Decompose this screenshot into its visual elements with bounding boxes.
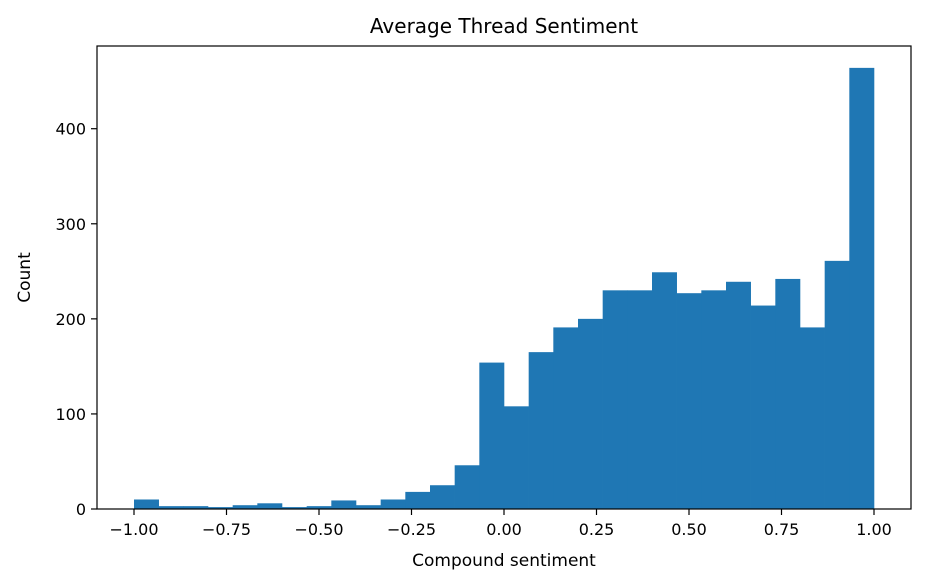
histogram-bar	[183, 506, 209, 509]
x-axis-ticks: −1.00 −0.75 −0.50 −0.25 0.00 0.25 0.50 0.75 1.00	[109, 509, 892, 539]
plot-frame	[96, 45, 912, 510]
x-tick-label: −0.75	[202, 520, 251, 539]
histogram-bar	[627, 290, 653, 509]
histogram-bar	[578, 318, 603, 509]
histogram-bar	[454, 465, 480, 509]
histogram-bar	[356, 505, 381, 509]
histogram-bar	[553, 327, 579, 509]
histogram-bar	[257, 503, 283, 509]
histogram-bar	[134, 499, 159, 509]
x-tick-label: 0.00	[486, 520, 522, 539]
y-tick-label: 0	[76, 500, 86, 519]
x-tick-label: 0.25	[579, 520, 615, 539]
x-tick-label: −0.50	[294, 520, 343, 539]
histogram-bar	[282, 507, 307, 509]
histogram-bar	[824, 260, 850, 509]
histogram-bar	[430, 485, 455, 509]
histogram-bar	[602, 290, 628, 509]
histogram-bar	[306, 506, 332, 509]
y-tick-label: 400	[55, 120, 86, 139]
histogram-bar	[232, 505, 258, 509]
bars-group	[134, 67, 875, 510]
y-tick-label: 200	[55, 310, 86, 329]
y-tick-label: 300	[55, 215, 86, 234]
histogram-bar	[528, 352, 554, 509]
chart-title: Average Thread Sentiment	[370, 14, 638, 38]
y-axis-ticks: 0 100 200 300 400	[55, 120, 97, 519]
x-tick-label: 1.00	[856, 520, 892, 539]
histogram-bar	[750, 305, 776, 509]
x-tick-label: 0.75	[764, 520, 800, 539]
histogram-bar	[726, 281, 751, 509]
histogram-bar	[331, 500, 357, 509]
histogram-bar	[208, 507, 233, 509]
y-tick-label: 100	[55, 405, 86, 424]
histogram-bar	[652, 272, 677, 509]
histogram-bar	[775, 278, 801, 509]
x-tick-label: −1.00	[109, 520, 158, 539]
x-tick-label: 0.50	[671, 520, 707, 539]
histogram-bar	[504, 406, 529, 509]
histogram-bar	[849, 67, 875, 510]
histogram-bar	[158, 506, 184, 509]
histogram-bar	[479, 362, 505, 509]
histogram-bar	[676, 293, 702, 509]
x-tick-label: −0.25	[387, 520, 436, 539]
histogram-bar	[405, 491, 431, 509]
x-axis-label: Compound sentiment	[412, 551, 596, 571]
histogram-bar	[800, 327, 825, 509]
y-axis-label: Count	[15, 252, 35, 303]
histogram-bar	[380, 499, 406, 509]
histogram-bar	[701, 290, 727, 509]
